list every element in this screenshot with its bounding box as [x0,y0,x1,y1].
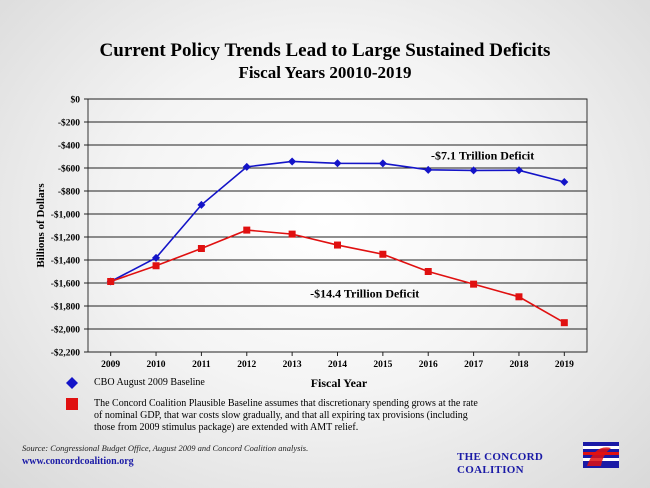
cbo-data-point [333,159,342,168]
y-tick-label: -$400 [58,141,80,152]
y-tick-label: -$2,000 [51,325,81,336]
chart-title: Current Policy Trends Lead to Large Sust… [99,40,551,61]
source-note: Source: Congressional Budget Office, Aug… [22,443,309,453]
x-tick-label: 2010 [147,360,166,370]
x-tick-label: 2014 [328,360,347,370]
x-tick-label: 2012 [237,360,256,370]
x-tick-label: 2011 [192,360,211,370]
concord-data-point [379,250,387,258]
y-tick-label: $0 [71,95,81,106]
x-tick-label: 2015 [373,360,392,370]
legend-label-concord-line-3: those from 2009 stimulus package) are ex… [94,422,359,433]
cbo-data-point [197,200,206,209]
cbo-data-point [288,157,297,166]
cbo-data-point [424,165,433,174]
plot-area [87,98,588,353]
concord-data-point [560,319,568,327]
concord-coalition-flag-logo-icon [583,442,619,468]
concord-deficit-annotation: -$14.4 Trillion Deficit [310,286,419,300]
x-tick-label: 2016 [419,360,438,370]
red-square-marker-icon [66,398,78,410]
y-axis-label: Billions of Dollars [35,183,47,268]
concord-data-point [152,262,160,270]
cbo-data-point [152,253,161,262]
y-tick-label: -$600 [58,164,80,175]
x-tick-label: 2019 [555,360,574,370]
org-name-line-2: COALITION [457,464,524,476]
y-tick-label: -$1,800 [51,302,81,313]
concord-data-point [515,293,523,301]
y-tick-label: -$800 [58,187,80,198]
cbo-deficit-annotation: -$7.1 Trillion Deficit [431,148,534,162]
legend-label-concord-line-1: The Concord Coalition Plausible Baseline… [94,398,478,409]
concord-data-point [107,278,115,286]
x-tick-label: 2017 [464,360,483,370]
legend-label-cbo: CBO August 2009 Baseline [94,377,205,388]
x-tick-label: 2013 [283,360,302,370]
cbo-data-point [514,166,523,175]
concord-data-point [288,230,296,238]
website-link[interactable]: www.concordcoalition.org [22,456,134,467]
y-tick-label: -$1,400 [51,256,81,267]
y-tick-label: -$2,200 [51,348,81,359]
x-tick-label: 2018 [509,360,528,370]
blue-diamond-marker-icon [66,377,78,389]
concord-data-point [424,268,432,275]
y-tick-label: -$1,200 [51,233,81,244]
concord-data-point [334,241,341,249]
org-name-line-1: THE CONCORD [457,451,544,463]
cbo-data-point [242,162,251,171]
cbo-data-point [560,178,569,187]
cbo-baseline-line [110,160,565,283]
cbo-data-point [378,159,387,168]
legend-label-concord-line-2: of nominal GDP, that war costs slow grad… [94,410,468,421]
concord-data-point [197,245,205,252]
cbo-data-point [469,166,478,175]
concord-data-point [470,280,478,288]
x-tick-label: 2009 [101,360,120,370]
y-tick-label: -$1,600 [51,279,81,290]
chart-subtitle: Fiscal Years 20010-2019 [238,63,412,82]
y-tick-label: -$200 [58,118,80,129]
y-tick-label: -$1,000 [51,210,81,221]
x-axis-label: Fiscal Year [311,376,368,390]
concord-data-point [243,226,251,234]
